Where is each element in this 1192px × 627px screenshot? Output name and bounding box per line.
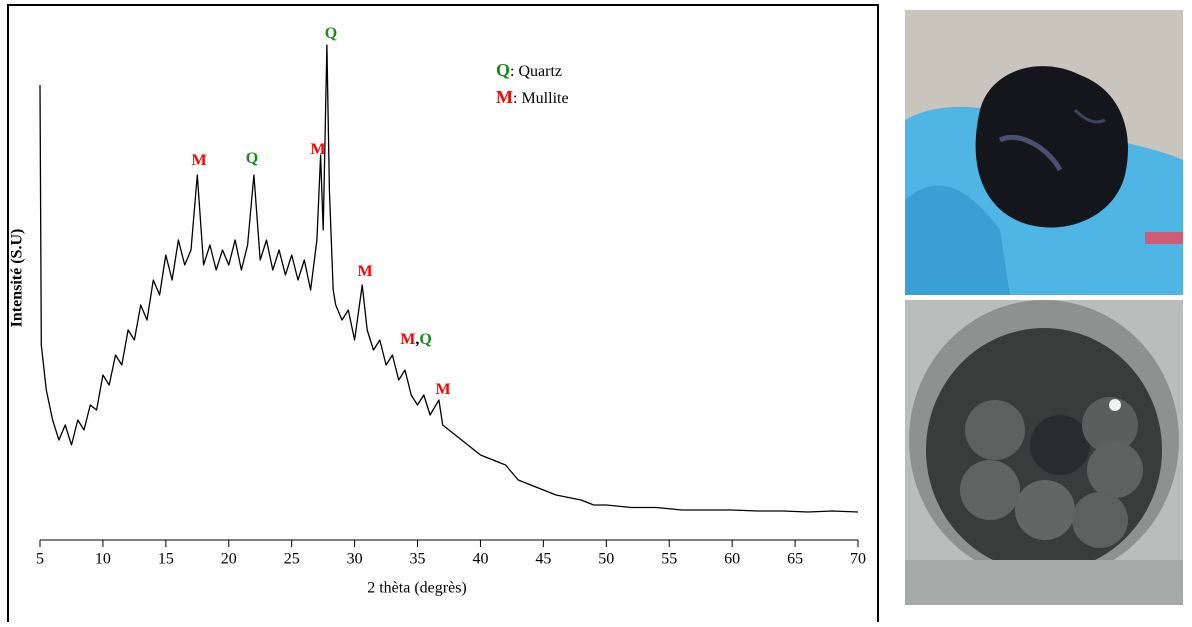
x-tick-label: 5 [36, 551, 44, 568]
y-axis-label: Intensité (S.U) [9, 229, 26, 328]
peak-label-part: M [357, 263, 372, 280]
chart-frame [7, 4, 879, 627]
x-tick-label: 70 [850, 551, 866, 568]
legend-entry: M: Mullite [496, 87, 569, 107]
x-tick-label: 30 [347, 551, 363, 568]
x-tick-label: 65 [787, 551, 803, 568]
peak-label-part: M [435, 381, 450, 398]
x-tick-label: 20 [221, 551, 237, 568]
x-tick-label: 45 [535, 551, 551, 568]
x-tick-label: 15 [158, 551, 174, 568]
peak-label: Q [325, 25, 337, 42]
peak-label-part: M [400, 331, 415, 348]
legend-entry: Q: Quartz [496, 60, 562, 80]
peak-label: M [191, 152, 206, 169]
xrd-line [39, 44, 859, 513]
peak-label: M [435, 381, 450, 398]
photo-lump [905, 10, 1183, 295]
peak-label: M [310, 141, 325, 158]
peak-label-part: Q [246, 150, 258, 167]
peak-label: M [357, 263, 372, 280]
legend-symbol: M [496, 87, 513, 107]
x-tick-label: 35 [410, 551, 426, 568]
x-tick-label: 25 [284, 551, 300, 568]
x-tick-label: 60 [724, 551, 740, 568]
x-tick-label: 55 [661, 551, 677, 568]
x-tick-label: 50 [598, 551, 614, 568]
peak-label-part: M [191, 152, 206, 169]
x-tick-label: 10 [95, 551, 111, 568]
peak-label-part: Q [325, 25, 337, 42]
peak-label: M,Q [400, 331, 432, 348]
legend-symbol: Q [496, 60, 510, 80]
peak-label-part: , [415, 331, 419, 348]
peak-label-part: Q [419, 331, 431, 348]
peak-label-part: M [310, 141, 325, 158]
legend-label: : Mullite [513, 90, 569, 107]
x-axis-label: 2 thèta (degrès) [367, 580, 467, 597]
legend-label: : Quartz [510, 63, 562, 80]
peak-label: Q [246, 150, 258, 167]
x-tick-label: 40 [472, 551, 488, 568]
photo-pot [905, 300, 1183, 605]
